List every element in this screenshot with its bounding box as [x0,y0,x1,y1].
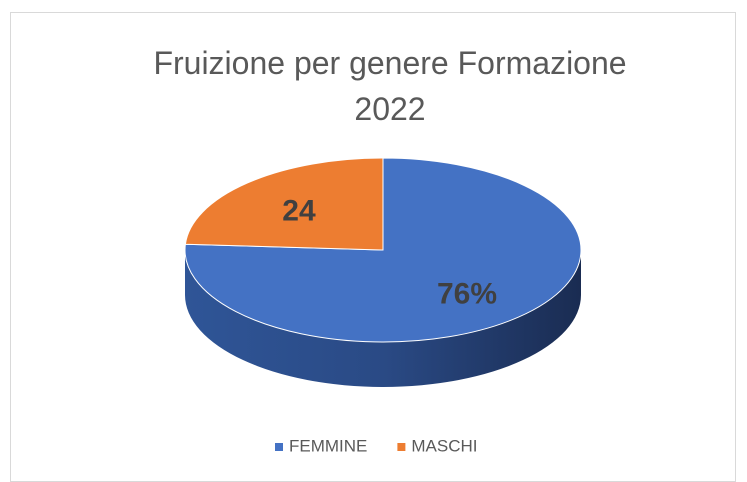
pie-side [185,250,581,387]
pie-slice [184,157,384,251]
legend-label: MASCHI [411,436,477,455]
chart-title: Fruizione per genere Formazione 2022 [153,45,627,127]
data-label: 76% [437,278,497,311]
legend-swatch [275,443,283,451]
data-label: 24 [282,194,316,227]
legend-label: FEMMINE [289,436,367,455]
pie-slice [184,157,582,343]
legend-swatch [397,443,406,451]
